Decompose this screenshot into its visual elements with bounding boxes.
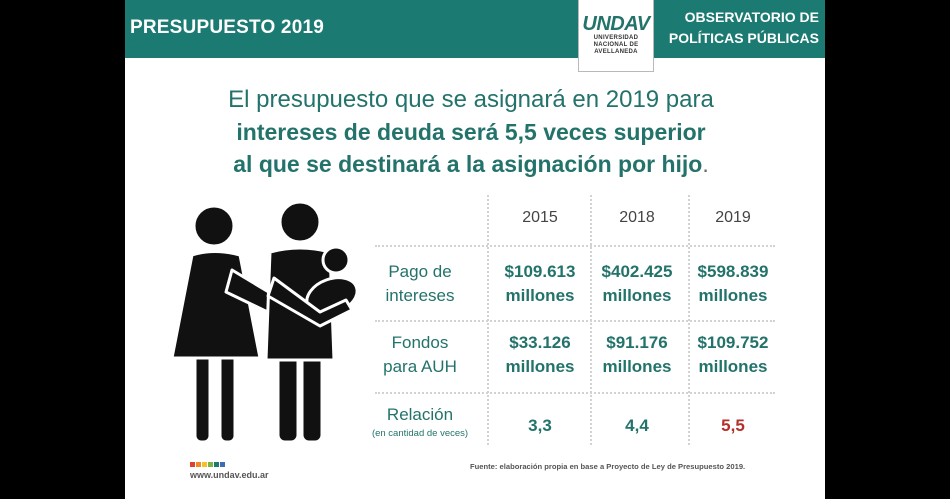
color-square	[220, 462, 225, 467]
website-url: www.undav.edu.ar	[190, 470, 269, 480]
observatory-line-2: POLÍTICAS PÚBLICAS	[668, 30, 819, 46]
color-square	[208, 462, 213, 467]
color-square	[196, 462, 201, 467]
cell-amount: $91.176	[606, 333, 668, 352]
baby-head	[321, 245, 351, 275]
column-header-2015: 2015	[522, 209, 558, 226]
logo-line-3: AVELLANEDA	[594, 49, 638, 55]
cell-unit: millones	[602, 286, 672, 305]
man-arm	[266, 276, 354, 328]
row-label-line: para AUH	[383, 357, 457, 376]
cell-amount: $402.425	[601, 262, 673, 281]
ratio-cell-2018: 4,4	[625, 416, 649, 435]
undav-logo: UNDAV UNIVERSIDAD NACIONAL DE AVELLANEDA	[578, 0, 654, 72]
table-cell: $109.752 millones	[683, 331, 783, 379]
man-head	[278, 200, 322, 244]
observatory-title: OBSERVATORIO DE POLÍTICAS PÚBLICAS	[669, 7, 819, 49]
logo-line-1: UNIVERSIDAD	[593, 35, 639, 41]
row-label-line: intereses	[385, 286, 455, 305]
table-cell: $109.613 millones	[490, 260, 590, 308]
family-silhouette-icon	[170, 200, 359, 444]
table-cell: $402.425 millones	[587, 260, 687, 308]
row-label-line: Fondos	[391, 333, 449, 352]
cell-amount: $109.613	[504, 262, 576, 281]
headline-line-3-text: al que se destinará a la asignación por …	[233, 151, 703, 177]
ratio-cell-2015: 3,3	[528, 416, 552, 435]
cell-unit: millones	[505, 286, 575, 305]
headline: El presupuesto que se asignará en 2019 p…	[125, 84, 821, 180]
cell-unit: millones	[698, 286, 768, 305]
man-leg-right	[300, 348, 324, 444]
color-square	[214, 462, 219, 467]
observatory-line-1: OBSERVATORIO DE	[684, 9, 819, 25]
column-header-2019: 2019	[715, 209, 751, 226]
headline-line-1: El presupuesto que se asignará en 2019 p…	[228, 86, 714, 113]
column-header-2018: 2018	[619, 209, 655, 226]
infographic-panel: PRESUPUESTO 2019 OBSERVATORIO DE POLÍTIC…	[125, 0, 825, 499]
cell-amount: $33.126	[509, 333, 571, 352]
row-label-line: Pago de	[388, 262, 452, 281]
cell-unit: millones	[505, 357, 575, 376]
logo-wordmark: UNDAV	[582, 13, 650, 35]
cell-amount: $109.752	[697, 333, 769, 352]
row-label-pago-intereses: Pago de intereses	[360, 260, 480, 308]
color-squares	[190, 462, 225, 467]
headline-period: .	[702, 151, 709, 177]
table-cell: $598.839 millones	[683, 260, 783, 308]
man-leg-left	[276, 348, 300, 444]
headline-line-3: al que se destinará a la asignación por …	[125, 148, 821, 180]
cell-amount: $598.839	[697, 262, 769, 281]
color-square	[202, 462, 207, 467]
page-title: PRESUPUESTO 2019	[130, 17, 324, 38]
headline-line-2: intereses de deuda será 5,5 veces superi…	[236, 119, 706, 145]
table-cell: $33.126 millones	[490, 331, 590, 379]
logo-line-2: NACIONAL DE	[593, 42, 639, 48]
ratio-cell-2019: 5,5	[721, 416, 745, 435]
table-divider-horizontal	[375, 320, 775, 322]
color-square	[190, 462, 195, 467]
cell-unit: millones	[602, 357, 672, 376]
source-note: Fuente: elaboración propia en base a Pro…	[470, 462, 746, 471]
row-label-relacion: Relación	[386, 405, 454, 424]
table-divider-horizontal	[375, 245, 775, 247]
woman-dress	[170, 250, 262, 360]
cell-unit: millones	[698, 357, 768, 376]
woman-head	[192, 204, 236, 248]
header-bar: PRESUPUESTO 2019 OBSERVATORIO DE POLÍTIC…	[125, 0, 825, 58]
table-divider-horizontal	[375, 392, 775, 394]
table-cell: $91.176 millones	[587, 331, 687, 379]
row-sublabel-relacion: (en cantidad de veces)	[371, 428, 469, 439]
woman-leg-left	[193, 348, 212, 444]
row-label-fondos-auh: Fondos para AUH	[360, 331, 480, 379]
woman-leg-right	[218, 348, 237, 444]
